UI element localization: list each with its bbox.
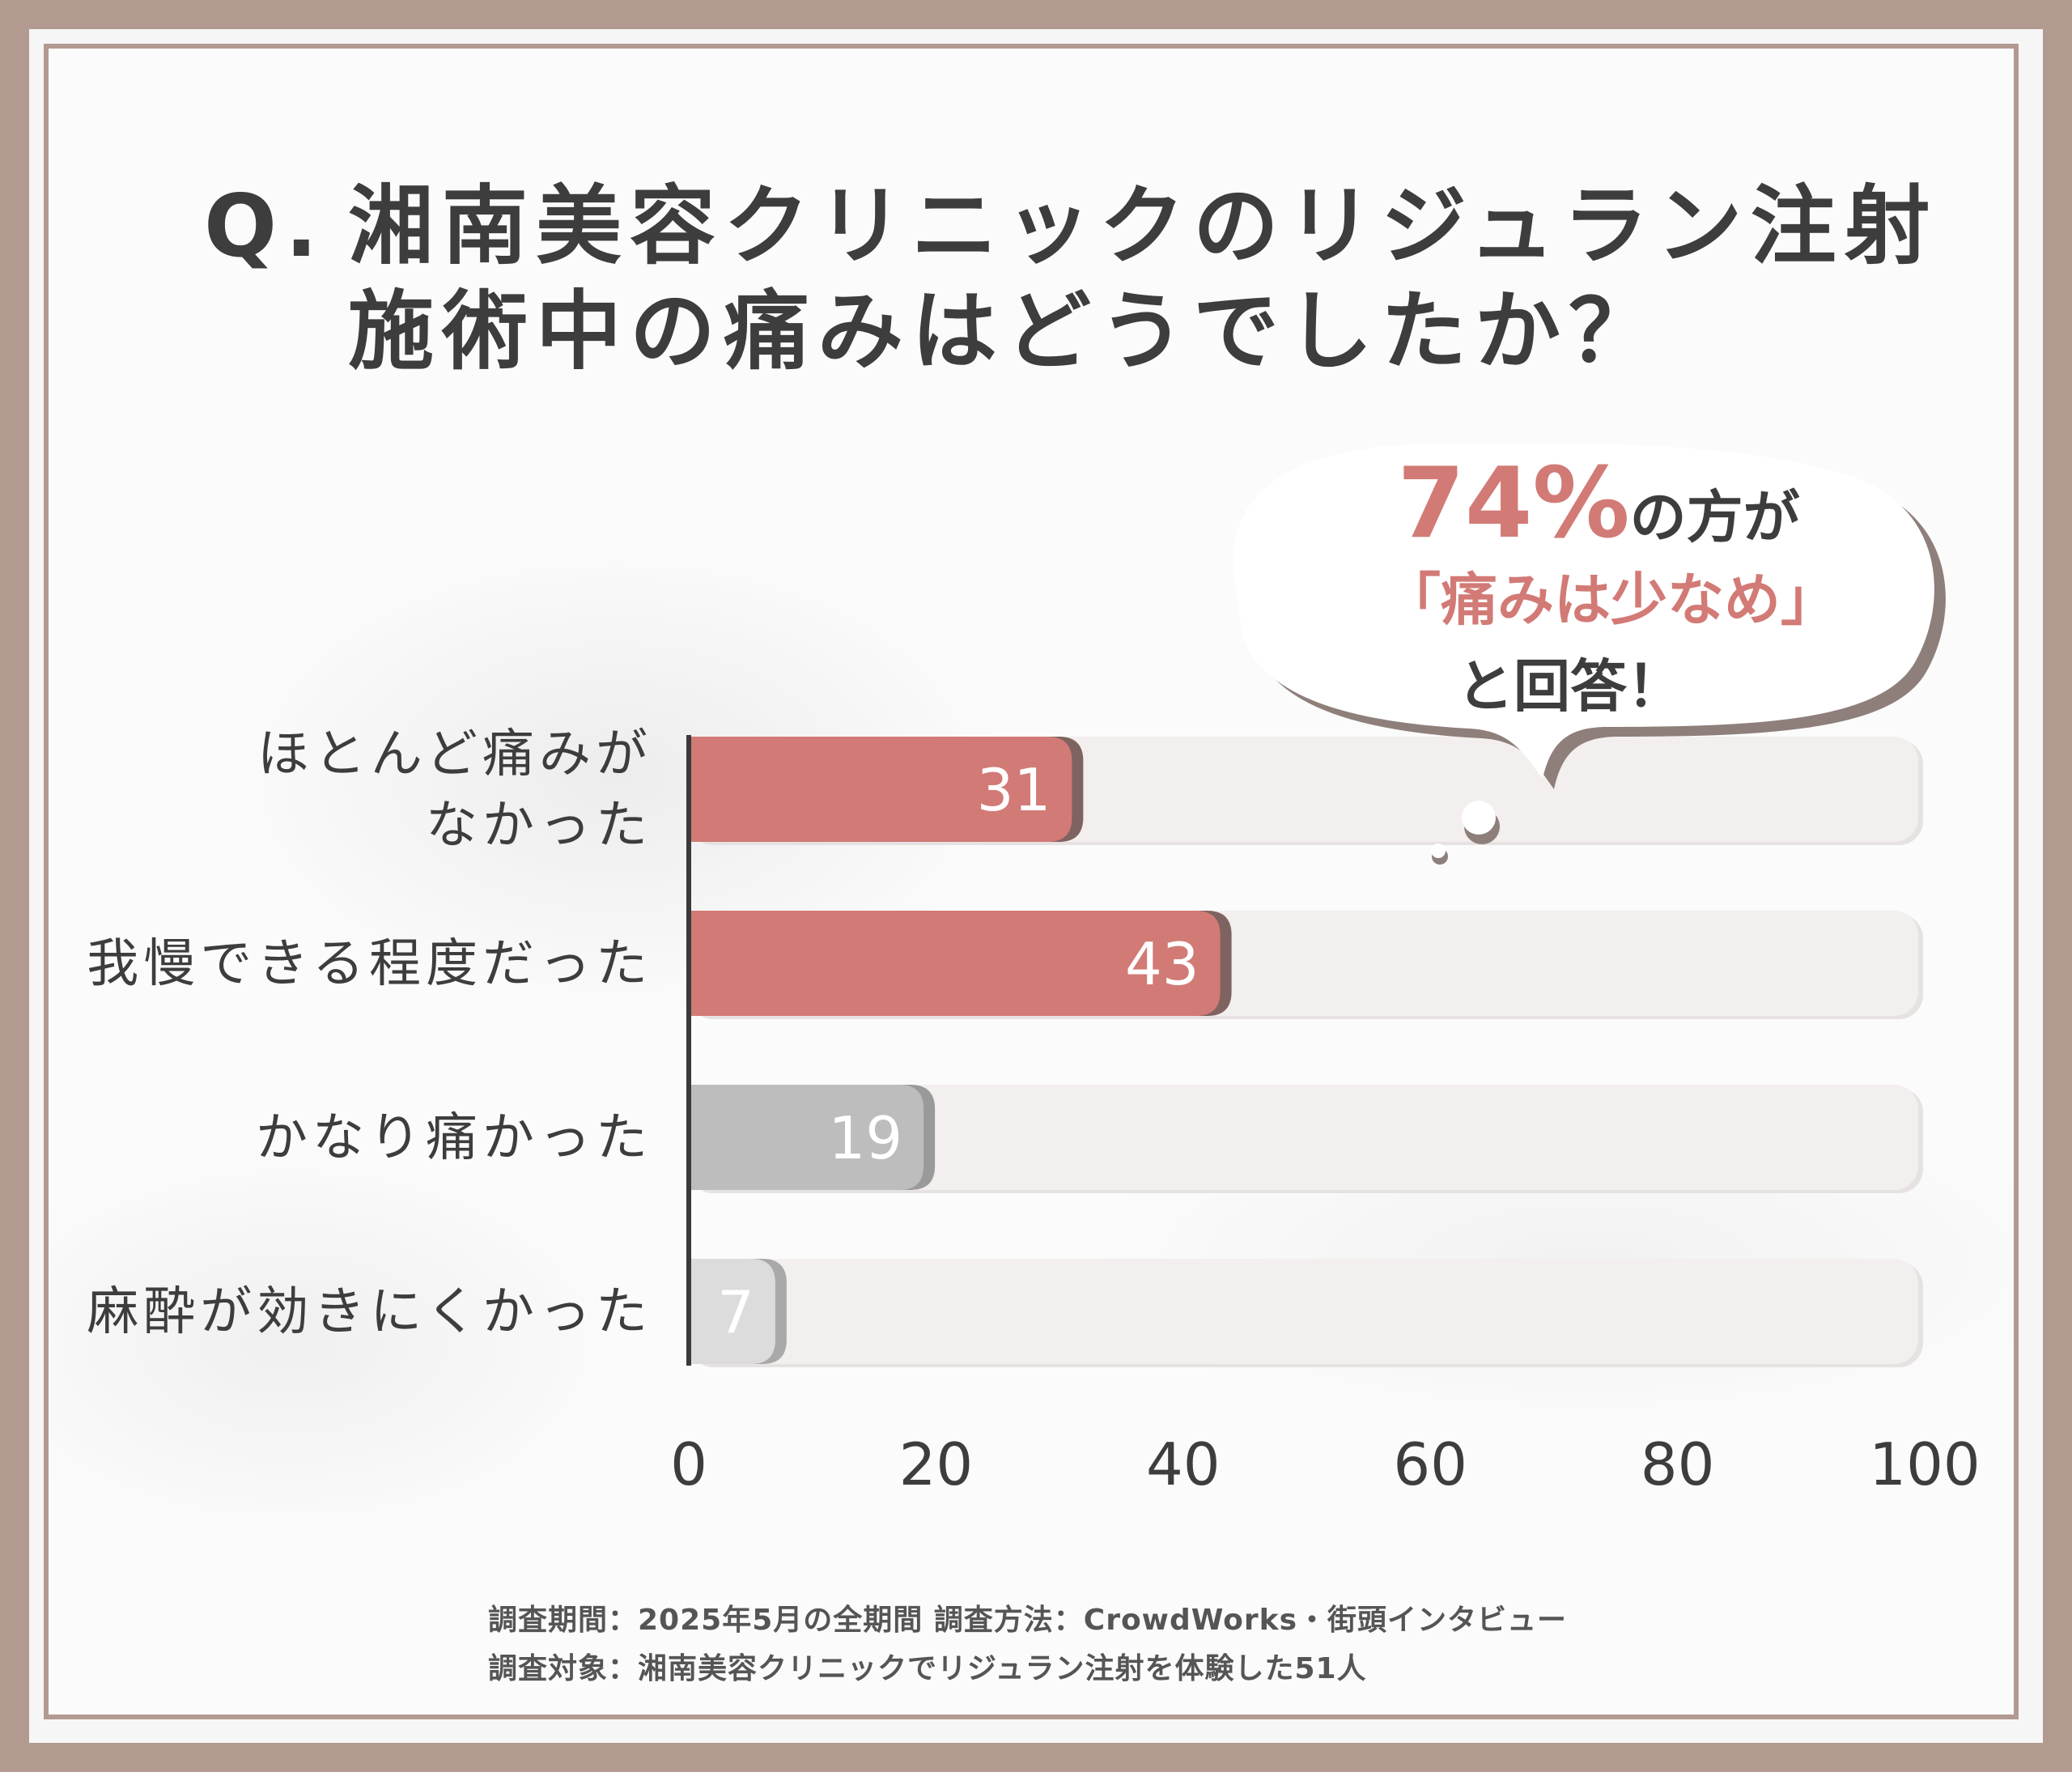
- chart-frame: [44, 44, 2019, 1719]
- x-tick-label: 80: [1641, 1430, 1715, 1498]
- x-tick-label: 40: [1146, 1430, 1221, 1498]
- title-line-2: 施術中の痛みはどうでしたか？: [348, 282, 1662, 381]
- bar-value-label: 7: [717, 1278, 754, 1346]
- category-label: 我慢できる程度だった: [87, 934, 652, 994]
- bars: 31 43 19 7: [689, 737, 1232, 1364]
- footer-line-1: 調査期間：2025年5月の全期間 調査方法：CrowdWorks・街頭インタビュ…: [488, 1604, 1567, 1637]
- x-tick-label: 0: [670, 1430, 707, 1498]
- survey-footer: 調査期間：2025年5月の全期間 調査方法：CrowdWorks・街頭インタビュ…: [488, 1596, 1567, 1693]
- footer-line-2: 調査対象：湘南美容クリニックでリジュラン注射を体験した51人: [488, 1652, 1367, 1685]
- callout-line1-rest: の方が: [1630, 484, 1800, 550]
- category-label: なかった: [426, 796, 652, 856]
- category-label: ほとんど痛みが: [257, 725, 652, 784]
- x-tick-label: 100: [1869, 1430, 1980, 1498]
- bar-track: [689, 1085, 1918, 1190]
- callout-bubble: 74%の方が 「痛みは少なめ」 と回答！: [1233, 443, 1946, 865]
- x-tick-labels: 0 20 40 60 80 100: [670, 1430, 1981, 1498]
- title-line-1: 湘南美容クリニックのリジュラン注射: [348, 176, 1938, 276]
- svg-text:74%の方が: 74%の方が: [1397, 448, 1799, 560]
- bar: [689, 1085, 924, 1190]
- bar: [689, 911, 1221, 1016]
- category-label: 麻酔が効きにくかった: [87, 1282, 652, 1342]
- category-label: かなり痛かった: [256, 1108, 652, 1168]
- bar: [689, 1259, 775, 1364]
- callout-dot-large: [1462, 801, 1496, 835]
- bar-value-label: 43: [1125, 930, 1199, 998]
- callout-bubble-body: [1233, 443, 1934, 779]
- bar-value-label: 19: [829, 1104, 903, 1172]
- x-tick-label: 60: [1393, 1430, 1467, 1498]
- callout-percent: 74%: [1397, 448, 1629, 560]
- x-tick-label: 20: [899, 1430, 974, 1498]
- bar-track: [689, 1259, 1918, 1364]
- bar-value-label: 31: [977, 756, 1051, 824]
- bar: [689, 737, 1072, 842]
- callout-line-3: と回答！: [1457, 653, 1684, 720]
- callout-dot-small: [1431, 844, 1446, 858]
- callout-line-2: 「痛みは少なめ」: [1384, 567, 1837, 633]
- title-q-prefix: Q.: [204, 176, 326, 276]
